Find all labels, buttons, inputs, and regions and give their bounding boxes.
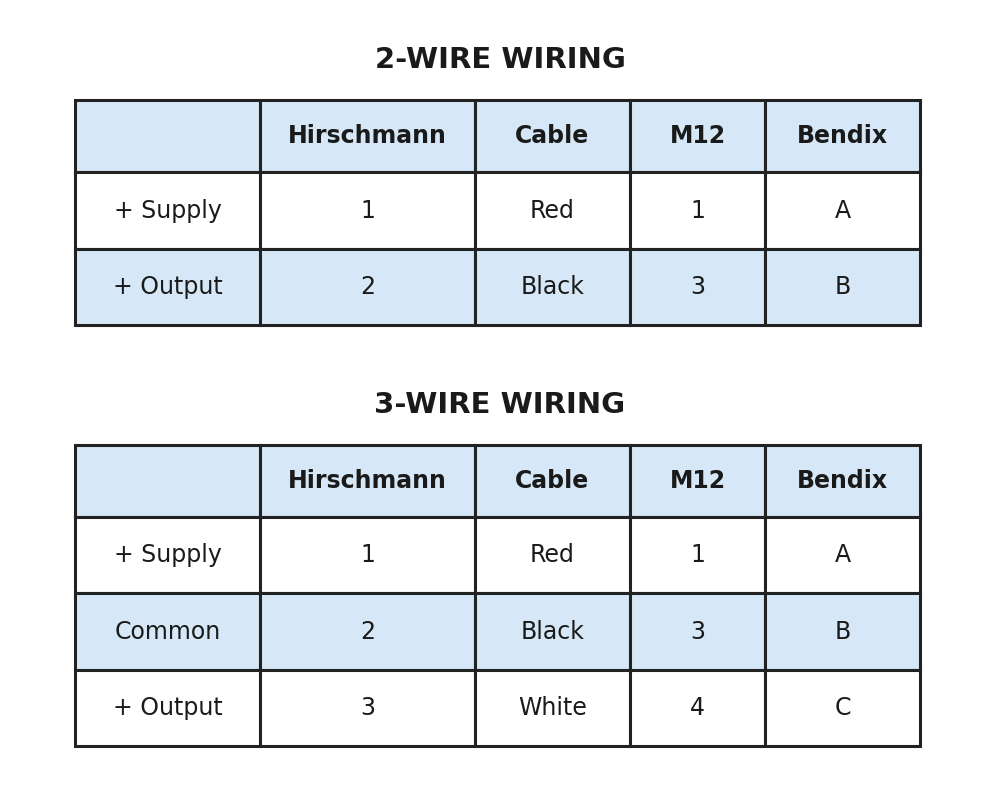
Text: B: B [834,620,851,643]
Bar [475,517,630,593]
Text: 4: 4 [690,696,705,719]
Bar [765,593,920,670]
Bar [630,593,765,670]
Text: Hirschmann: Hirschmann [288,469,447,493]
Text: 1: 1 [690,544,705,567]
Text: Black: Black [521,275,584,298]
Bar [475,172,630,249]
Bar [260,172,475,249]
Text: 1: 1 [360,544,375,567]
Bar [630,445,765,517]
Text: M12: M12 [669,469,726,493]
Text: White: White [518,696,587,719]
Text: B: B [834,275,851,298]
Text: Red: Red [530,199,575,222]
Text: 3: 3 [690,275,705,298]
Bar [75,445,260,517]
Text: Black: Black [521,620,584,643]
Text: + Output: + Output [113,696,222,719]
Bar [260,593,475,670]
Bar [630,100,765,172]
Text: A: A [834,544,851,567]
Bar [765,445,920,517]
Bar [75,517,260,593]
Bar [75,249,260,325]
Bar [630,670,765,746]
Bar [630,172,765,249]
Text: + Supply: + Supply [114,544,221,567]
Bar [765,249,920,325]
Bar [765,670,920,746]
Bar [260,670,475,746]
Text: 1: 1 [360,199,375,222]
Bar [75,100,260,172]
Bar [475,100,630,172]
Bar [260,249,475,325]
Text: Bendix: Bendix [797,469,888,493]
Text: Red: Red [530,544,575,567]
Bar [765,100,920,172]
Text: + Output: + Output [113,275,222,298]
Bar [75,593,260,670]
Bar [765,517,920,593]
Text: Hirschmann: Hirschmann [288,124,447,148]
Text: A: A [834,199,851,222]
Text: 3-WIRE WIRING: 3-WIRE WIRING [374,391,626,419]
Bar [475,445,630,517]
Text: C: C [834,696,851,719]
Bar [475,249,630,325]
Text: 3: 3 [360,696,375,719]
Text: 2: 2 [360,620,375,643]
Bar [75,172,260,249]
Bar [765,172,920,249]
Text: + Supply: + Supply [114,199,221,222]
Text: Common: Common [114,620,221,643]
Text: Cable: Cable [515,124,590,148]
Bar [260,517,475,593]
Bar [630,249,765,325]
Text: M12: M12 [669,124,726,148]
Bar [475,593,630,670]
Bar [260,100,475,172]
Text: 2-WIRE WIRING: 2-WIRE WIRING [375,47,625,74]
Text: 2: 2 [360,275,375,298]
Text: 1: 1 [690,199,705,222]
Bar [260,445,475,517]
Bar [475,670,630,746]
Text: Bendix: Bendix [797,124,888,148]
Bar [75,670,260,746]
Text: Cable: Cable [515,469,590,493]
Bar [630,517,765,593]
Text: 3: 3 [690,620,705,643]
